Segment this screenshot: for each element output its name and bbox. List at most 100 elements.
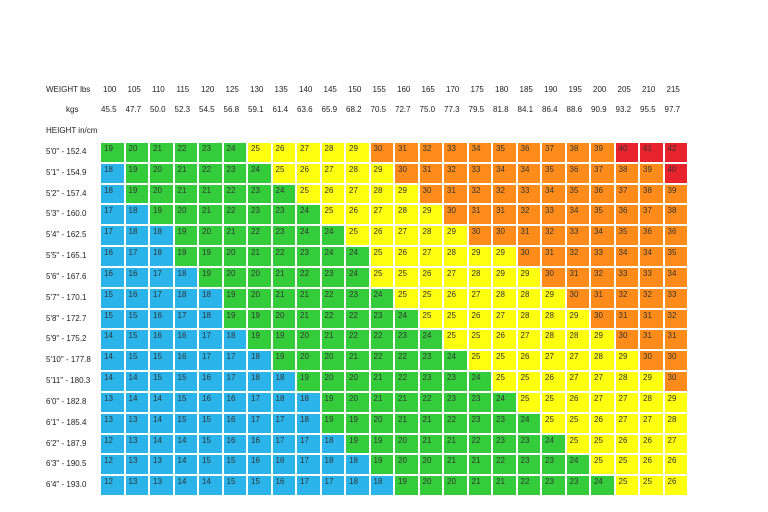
bmi-cell: 14 <box>149 391 174 413</box>
bmi-cell: 15 <box>149 350 174 372</box>
bmi-cell: 30 <box>565 287 590 309</box>
bmi-cell: 29 <box>516 266 541 288</box>
lbs-header: 155 <box>372 85 386 94</box>
kg-header: 77.3 <box>444 105 460 114</box>
bmi-cell: 18 <box>149 225 174 247</box>
bmi-cell: 39 <box>590 142 615 163</box>
bmi-cell: 20 <box>198 225 223 247</box>
bmi-cell: 28 <box>492 287 517 309</box>
height-label-cell: 6'3" - 190.5 <box>46 459 87 469</box>
bmi-cell: 22 <box>222 183 247 205</box>
bmi-cell: 19 <box>296 371 321 392</box>
bmi-cell: 36 <box>565 162 590 184</box>
bmi-cell: 27 <box>320 162 345 184</box>
bmi-cell: 18 <box>149 246 174 267</box>
lbs-header: 160 <box>397 85 411 94</box>
bmi-cell: 27 <box>345 183 370 205</box>
bmi-cell: 34 <box>565 204 590 226</box>
bmi-cell: 20 <box>222 246 247 267</box>
bmi-cell: 25 <box>443 308 468 330</box>
bmi-cell: 21 <box>296 287 321 309</box>
bmi-cell: 28 <box>320 142 345 163</box>
bmi-cell: 13 <box>149 454 174 476</box>
bmi-cell: 31 <box>492 204 517 226</box>
bmi-cell: 19 <box>271 329 296 351</box>
bmi-cell: 29 <box>418 204 443 226</box>
kg-header: 95.5 <box>640 105 656 114</box>
kg-header: 72.7 <box>395 105 411 114</box>
bmi-cell: 16 <box>222 391 247 413</box>
bmi-cell: 33 <box>614 266 639 288</box>
bmi-cell: 16 <box>173 329 198 351</box>
bmi-cell: 15 <box>173 391 198 413</box>
height-label-cell: 6'0" - 182.8 <box>46 396 87 406</box>
bmi-cell: 13 <box>149 475 174 496</box>
lbs-header: 135 <box>274 85 288 94</box>
bmi-cell: 15 <box>124 308 149 330</box>
bmi-cell: 26 <box>320 183 345 205</box>
bmi-cell: 22 <box>418 391 443 413</box>
bmi-cell: 18 <box>369 475 394 496</box>
bmi-cell: 24 <box>443 350 468 372</box>
bmi-cell: 29 <box>369 162 394 184</box>
bmi-cell: 15 <box>124 350 149 372</box>
bmi-cell: 21 <box>247 246 272 267</box>
height-label-cell: 6'1" - 185.4 <box>46 417 87 427</box>
bmi-cell: 38 <box>565 142 590 163</box>
bmi-cell: 32 <box>614 287 639 309</box>
bmi-cell: 25 <box>467 329 492 351</box>
bmi-cell: 16 <box>222 412 247 434</box>
bmi-cell: 16 <box>149 308 174 330</box>
lbs-header: 140 <box>299 85 313 94</box>
bmi-cell: 21 <box>173 162 198 184</box>
bmi-cell: 15 <box>198 433 223 455</box>
bmi-cell: 17 <box>271 412 296 434</box>
bmi-cell: 28 <box>516 287 541 309</box>
bmi-cell: 23 <box>394 329 419 351</box>
bmi-cell: 42 <box>663 142 688 163</box>
bmi-cell: 13 <box>124 475 149 496</box>
bmi-cell: 20 <box>149 183 174 205</box>
bmi-cell: 25 <box>296 183 321 205</box>
bmi-cell: 26 <box>345 204 370 226</box>
bmi-cell: 16 <box>271 454 296 476</box>
height-label-cell: 6'4" - 193.0 <box>46 480 87 490</box>
lbs-header: 130 <box>250 85 264 94</box>
bmi-cell: 24 <box>320 225 345 247</box>
bmi-cell: 15 <box>173 412 198 434</box>
bmi-cell: 24 <box>369 287 394 309</box>
bmi-cell: 17 <box>173 308 198 330</box>
bmi-cell: 27 <box>590 371 615 392</box>
lbs-header: 120 <box>201 85 215 94</box>
bmi-cell: 18 <box>345 454 370 476</box>
kg-header: 50.0 <box>150 105 166 114</box>
bmi-cell: 25 <box>590 454 615 476</box>
bmi-cell: 22 <box>492 454 517 476</box>
bmi-cell: 19 <box>124 183 149 205</box>
bmi-cell: 20 <box>320 371 345 392</box>
bmi-cell: 20 <box>369 412 394 434</box>
bmi-cell: 24 <box>418 329 443 351</box>
bmi-cell: 30 <box>541 266 566 288</box>
bmi-cell: 14 <box>198 475 223 496</box>
bmi-cell: 33 <box>467 162 492 184</box>
bmi-cell: 30 <box>516 246 541 267</box>
bmi-cell: 17 <box>296 433 321 455</box>
bmi-cell: 19 <box>100 142 125 163</box>
bmi-cell: 26 <box>418 266 443 288</box>
bmi-cell: 28 <box>467 266 492 288</box>
kg-header: 97.7 <box>664 105 681 114</box>
bmi-cell: 19 <box>247 329 272 351</box>
bmi-cell: 32 <box>639 287 664 309</box>
bmi-cell: 22 <box>394 350 419 372</box>
bmi-cell: 21 <box>418 412 443 434</box>
bmi-cell: 19 <box>222 287 247 309</box>
kg-header: 79.5 <box>468 105 485 114</box>
bmi-cell: 15 <box>124 329 149 351</box>
bmi-cell: 34 <box>663 266 688 288</box>
bmi-cell: 24 <box>590 475 615 496</box>
bmi-cell: 40 <box>614 142 639 163</box>
bmi-cell: 16 <box>247 433 272 455</box>
bmi-cell: 33 <box>443 142 468 163</box>
bmi-cell: 24 <box>345 246 370 267</box>
